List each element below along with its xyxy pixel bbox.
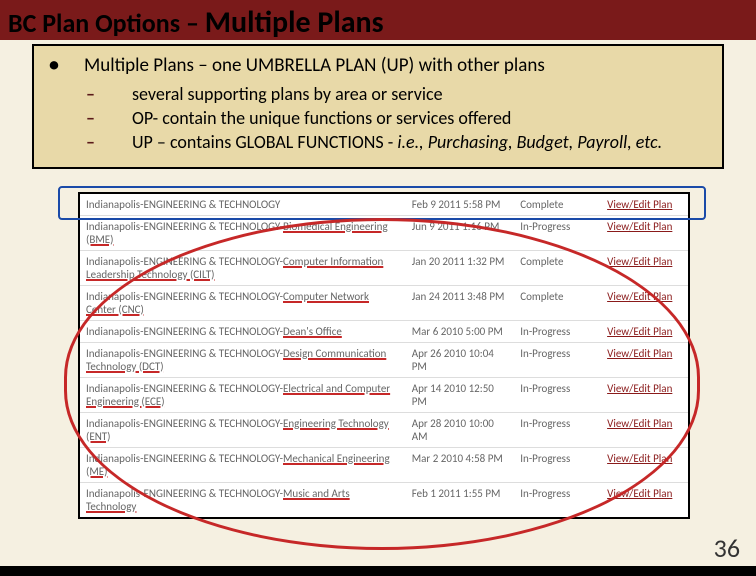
status-cell: In-Progress [514,483,601,518]
table-row: Indianapolis-ENGINEERING & TECHNOLOGY-Mu… [80,483,688,518]
status-cell: In-Progress [514,378,601,413]
sub-bullet: – UP – contains GLOBAL FUNCTIONS - i.e.,… [86,131,708,153]
view-edit-link[interactable]: View/Edit Plan [601,194,688,216]
bullet-dot: • [48,54,84,77]
table-row: Indianapolis-ENGINEERING & TECHNOLOGY-De… [80,321,688,343]
table-row: Indianapolis-ENGINEERING & TECHNOLOGY-Me… [80,448,688,483]
plan-name-underlined: Dean's Office [283,325,342,338]
sub-bullet: – OP- contain the unique functions or se… [86,107,708,129]
status-cell: In-Progress [514,343,601,378]
view-edit-link[interactable]: View/Edit Plan [601,216,688,251]
status-cell: In-Progress [514,321,601,343]
date-cell: Feb 1 2011 1:55 PM [406,483,515,518]
dash-icon: – [86,83,132,105]
status-cell: In-Progress [514,448,601,483]
table-row: Indianapolis-ENGINEERING & TECHNOLOGY Feb… [80,194,688,216]
date-cell: Apr 14 2010 12:50 PM [406,378,515,413]
plan-name-prefix: Indianapolis-ENGINEERING & TECHNOLOGY- [86,452,283,465]
plan-name-cell: Indianapolis-ENGINEERING & TECHNOLOGY-En… [80,413,406,448]
plan-name-prefix: Indianapolis-ENGINEERING & TECHNOLOGY- [86,487,283,500]
dash-icon: – [86,107,132,129]
date-cell: Jun 9 2011 1:16 PM [406,216,515,251]
view-edit-link[interactable]: View/Edit Plan [601,378,688,413]
plan-name-prefix: Indianapolis-ENGINEERING & TECHNOLOGY [86,198,280,211]
bottom-bar [0,566,756,576]
status-cell: Complete [514,251,601,286]
date-cell: Mar 6 2010 5:00 PM [406,321,515,343]
table-row: Indianapolis-ENGINEERING & TECHNOLOGY-Bi… [80,216,688,251]
status-cell: Complete [514,194,601,216]
date-cell: Apr 28 2010 10:00 AM [406,413,515,448]
date-cell: Mar 2 2010 4:58 PM [406,448,515,483]
plan-name-prefix: Indianapolis-ENGINEERING & TECHNOLOGY- [86,290,283,303]
title-part1: BC Plan Options – [8,7,205,39]
plan-name-prefix: Indianapolis-ENGINEERING & TECHNOLOGY- [86,417,283,430]
plan-name-cell: Indianapolis-ENGINEERING & TECHNOLOGY-Mu… [80,483,406,518]
page-number: 36 [714,532,740,564]
plan-name-prefix: Indianapolis-ENGINEERING & TECHNOLOGY- [86,255,283,268]
plan-name-cell: Indianapolis-ENGINEERING & TECHNOLOGY-De… [80,321,406,343]
sub-bullet-text: UP – contains GLOBAL FUNCTIONS - i.e., P… [132,131,662,153]
plan-name-prefix: Indianapolis-ENGINEERING & TECHNOLOGY- [86,347,283,360]
plan-name-cell: Indianapolis-ENGINEERING & TECHNOLOGY-Co… [80,251,406,286]
date-cell: Jan 20 2011 1:32 PM [406,251,515,286]
sub-bullet-text: several supporting plans by area or serv… [132,83,443,105]
plan-name-cell: Indianapolis-ENGINEERING & TECHNOLOGY [80,194,406,216]
sub-bullet: – several supporting plans by area or se… [86,83,708,105]
view-edit-link[interactable]: View/Edit Plan [601,286,688,321]
view-edit-link[interactable]: View/Edit Plan [601,321,688,343]
status-cell: Complete [514,286,601,321]
plan-name-prefix: Indianapolis-ENGINEERING & TECHNOLOGY- [86,325,283,338]
sub-bullet-list: – several supporting plans by area or se… [86,83,708,153]
bullet-main: • Multiple Plans – one UMBRELLA PLAN (UP… [48,54,708,77]
plan-name-cell: Indianapolis-ENGINEERING & TECHNOLOGY-Co… [80,286,406,321]
view-edit-link[interactable]: View/Edit Plan [601,413,688,448]
view-edit-link[interactable]: View/Edit Plan [601,448,688,483]
plan-name-cell: Indianapolis-ENGINEERING & TECHNOLOGY-De… [80,343,406,378]
plan-name-prefix: Indianapolis-ENGINEERING & TECHNOLOGY- [86,220,283,233]
table: Indianapolis-ENGINEERING & TECHNOLOGY Feb… [80,194,688,517]
plans-table: Indianapolis-ENGINEERING & TECHNOLOGY Feb… [78,192,690,519]
bullet-main-text: Multiple Plans – one UMBRELLA PLAN (UP) … [84,54,545,77]
date-cell: Apr 26 2010 10:04 PM [406,343,515,378]
date-cell: Feb 9 2011 5:58 PM [406,194,515,216]
table-row: Indianapolis-ENGINEERING & TECHNOLOGY-De… [80,343,688,378]
date-cell: Jan 24 2011 3:48 PM [406,286,515,321]
table-row: Indianapolis-ENGINEERING & TECHNOLOGY-El… [80,378,688,413]
slide-title: BC Plan Options – Multiple Plans [8,4,384,41]
plan-name-cell: Indianapolis-ENGINEERING & TECHNOLOGY-Me… [80,448,406,483]
status-cell: In-Progress [514,413,601,448]
table-row: Indianapolis-ENGINEERING & TECHNOLOGY-En… [80,413,688,448]
table-row: Indianapolis-ENGINEERING & TECHNOLOGY- Co… [80,251,688,286]
bullet-box: • Multiple Plans – one UMBRELLA PLAN (UP… [32,44,724,169]
plan-name-prefix: Indianapolis-ENGINEERING & TECHNOLOGY- [86,382,283,395]
plan-name-cell: Indianapolis-ENGINEERING & TECHNOLOGY-Bi… [80,216,406,251]
dash-icon: – [86,131,132,153]
table-row: Indianapolis-ENGINEERING & TECHNOLOGY- Co… [80,286,688,321]
title-part2: Multiple Plans [205,4,384,41]
sub-bullet-text: OP- contain the unique functions or serv… [132,107,511,129]
view-edit-link[interactable]: View/Edit Plan [601,343,688,378]
view-edit-link[interactable]: View/Edit Plan [601,251,688,286]
view-edit-link[interactable]: View/Edit Plan [601,483,688,518]
plan-name-cell: Indianapolis-ENGINEERING & TECHNOLOGY-El… [80,378,406,413]
status-cell: In-Progress [514,216,601,251]
